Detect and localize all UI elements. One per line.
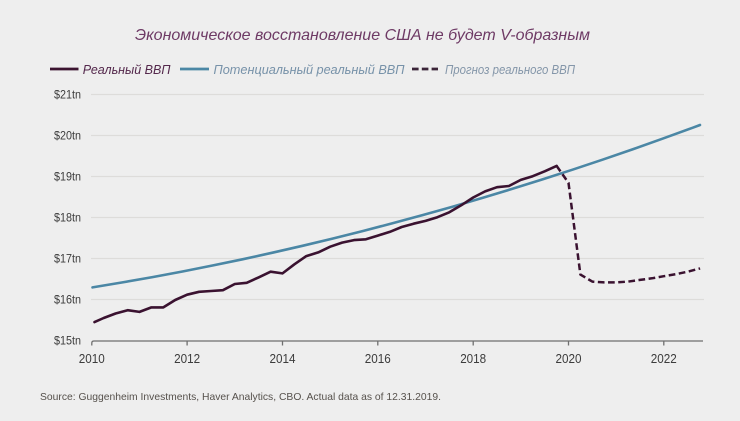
svg-text:2022: 2022	[651, 352, 677, 366]
svg-text:2018: 2018	[460, 352, 486, 366]
svg-text:Потенциальный реальный ВВП: Потенциальный реальный ВВП	[214, 62, 406, 77]
svg-text:$18tn: $18tn	[54, 211, 81, 225]
svg-text:$17tn: $17tn	[54, 252, 81, 266]
svg-text:Source: Guggenheim Investments: Source: Guggenheim Investments, Haver An…	[40, 391, 441, 403]
svg-text:Реальный ВВП: Реальный ВВП	[83, 62, 171, 77]
svg-text:Прогноз реального ВВП: Прогноз реального ВВП	[445, 62, 575, 77]
svg-text:$15tn: $15tn	[54, 334, 81, 348]
svg-text:Экономическое восстановление С: Экономическое восстановление США не буде…	[135, 27, 590, 44]
svg-text:$21tn: $21tn	[54, 88, 81, 102]
svg-text:$19tn: $19tn	[54, 170, 81, 184]
svg-text:$20tn: $20tn	[54, 129, 81, 143]
svg-text:2012: 2012	[174, 352, 200, 366]
svg-text:2014: 2014	[270, 352, 296, 366]
svg-text:2020: 2020	[556, 352, 582, 366]
svg-text:$16tn: $16tn	[54, 293, 81, 307]
svg-text:2010: 2010	[79, 352, 105, 366]
svg-text:2016: 2016	[365, 352, 391, 366]
